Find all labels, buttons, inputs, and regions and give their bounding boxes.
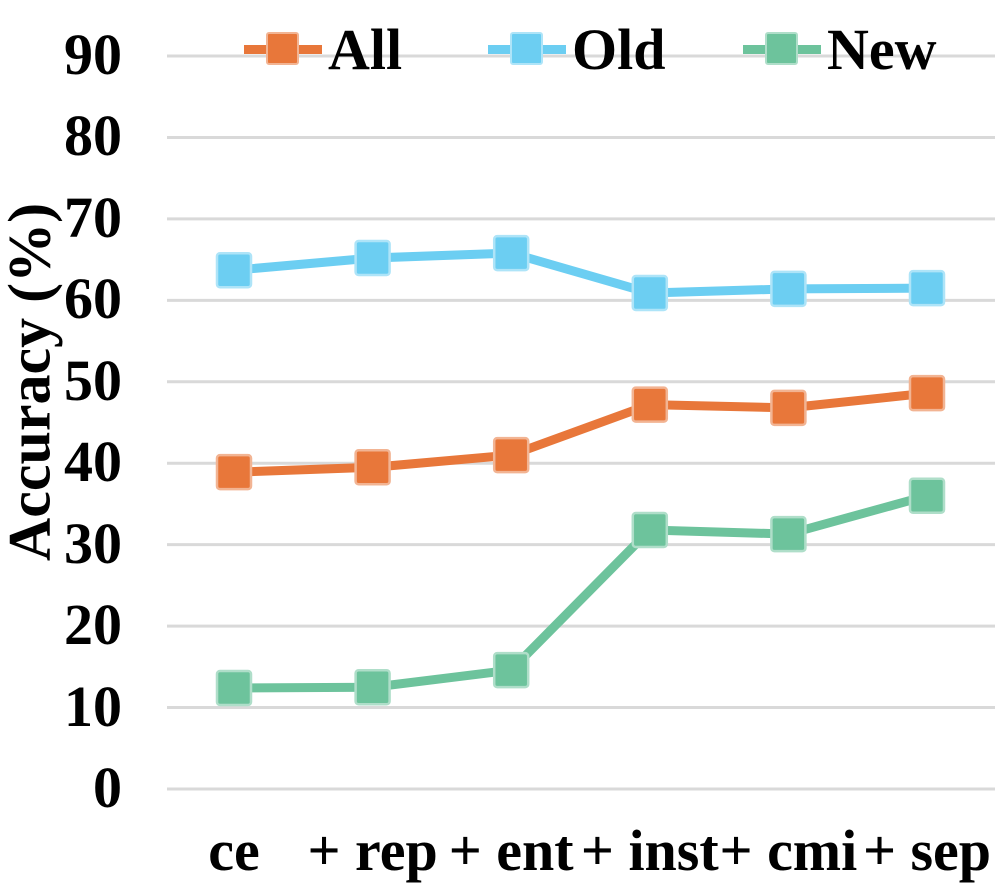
data-point-marker-old [492, 234, 530, 272]
data-point-marker-new [631, 511, 669, 549]
legend-item-new: New [743, 17, 937, 83]
legend: All Old New [0, 17, 995, 83]
data-point-marker-old [631, 274, 669, 312]
legend-label-all: All [328, 17, 403, 82]
data-point-marker-new [908, 477, 946, 515]
y-tick-label: 90 [64, 22, 122, 87]
x-tick-label: ce [208, 818, 260, 883]
legend-label-new: New [827, 17, 937, 82]
legend-square-swatch [266, 32, 299, 65]
data-point-marker-old [215, 251, 253, 289]
y-tick-label: 50 [64, 347, 122, 413]
legend-marker-square-all [244, 17, 322, 83]
data-point-marker-old [908, 269, 946, 307]
y-tick-label: 10 [64, 673, 122, 739]
y-tick-label: 60 [64, 266, 122, 332]
data-point-marker-all [908, 374, 946, 412]
legend-square-swatch [765, 32, 798, 65]
x-tick-label: + inst [580, 818, 719, 883]
legend-label-old: Old [572, 17, 666, 82]
y-tick-label: 30 [64, 510, 122, 576]
y-axis-tick-labels: 0 10 20 30 40 50 60 70 80 90 [0, 0, 126, 895]
y-tick-label: 40 [64, 429, 122, 495]
data-point-marker-new [492, 651, 530, 689]
data-point-marker-all [354, 449, 391, 486]
data-point-marker-new [354, 668, 391, 706]
legend-item-all: All [244, 17, 402, 83]
data-point-marker-all [770, 389, 807, 427]
series-line-old [233, 248, 928, 298]
y-tick-label: 70 [64, 184, 122, 250]
legend-square-swatch [510, 32, 543, 65]
data-point-marker-old [770, 270, 807, 308]
data-point-marker-old [354, 239, 391, 277]
legend-item-old: Old [488, 17, 666, 83]
data-point-marker-all [492, 436, 530, 474]
x-tick-label: + cmi [719, 818, 858, 883]
data-point-marker-all [631, 386, 669, 423]
data-point-marker-all [215, 453, 253, 491]
data-point-marker-new [215, 669, 253, 707]
series-line-all [233, 388, 928, 477]
legend-marker-square-old [488, 17, 566, 83]
x-tick-label: + ent [448, 818, 574, 883]
legend-marker-square-new [743, 17, 821, 83]
y-tick-label: 0 [93, 755, 122, 820]
y-tick-label: 20 [64, 592, 122, 658]
x-tick-label: + rep [307, 818, 438, 883]
data-point-marker-new [770, 515, 807, 553]
series-line-new [233, 491, 929, 693]
y-tick-label: 80 [64, 103, 122, 169]
x-tick-label: + sep [862, 818, 992, 883]
